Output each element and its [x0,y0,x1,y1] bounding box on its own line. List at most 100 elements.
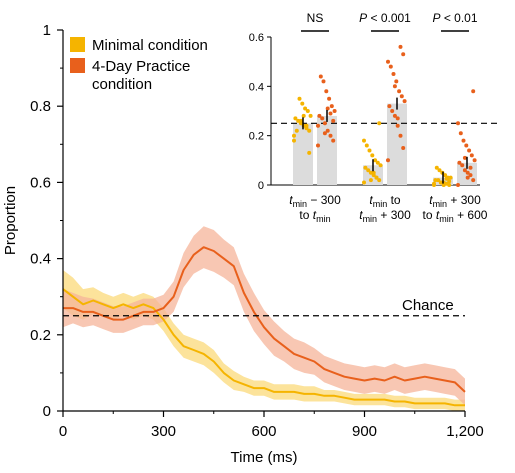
group-label-line1: tmin + 300 [429,193,481,209]
inset-point-minimal [362,138,366,143]
inset-point-practice [318,74,323,79]
group-label-t: t [289,193,293,207]
inset-point-minimal [298,118,303,123]
inset-point-practice [317,113,322,118]
group-label-sub: min [316,214,331,224]
y-axis-label: Proportion [2,186,19,255]
inset-point-practice [387,104,392,109]
inset-point-practice [456,183,460,187]
group-label-rest: + 600 [454,208,488,222]
inset-point-minimal [304,123,309,128]
group-label-pre: to [423,208,436,222]
group-label-line1: tmin − 300 [289,193,341,209]
inset-point-practice [329,104,334,109]
inset-point-minimal [374,175,379,180]
inset-point-minimal [308,113,313,118]
inset-point-minimal [377,121,382,126]
y-tick-label: 0.8 [30,98,51,115]
inset-point-practice [325,106,330,111]
inset-point-practice [331,138,336,143]
axes: 0 300 600 900 1,200 0 0.2 0.4 0.6 0.8 1 [30,22,484,440]
inset-point-practice [401,146,406,150]
inset-point-practice [390,109,395,113]
inset-bar-practice [317,115,337,185]
chance-label: Chance [402,297,454,314]
line-series-1 [63,246,466,393]
inset-point-practice [395,116,400,121]
inset-point-practice [392,84,397,89]
significance-p: P [432,11,440,25]
inset-point-minimal [375,160,380,165]
group-label-line1: tmin to [369,193,401,209]
inset-point-minimal [293,116,298,121]
inset-point-practice [462,155,467,160]
inset-point-practice [327,96,332,101]
inset-point-minimal [366,168,371,173]
inset-point-minimal [294,128,299,133]
inset-point-practice [397,89,402,94]
inset-point-minimal [303,106,308,111]
inset-point-practice [398,44,403,49]
inset-point-practice [468,165,473,170]
group-label-rest: − 300 [307,193,341,207]
group-label-line2: tmin + 300 [359,208,411,224]
legend-swatch-minimal [70,37,85,52]
y-tick-label: 1 [43,22,51,39]
inset-point-minimal [434,165,439,170]
inset-point-minimal [301,113,306,118]
inset-point-minimal [444,176,449,181]
inset-point-minimal [368,170,373,175]
inset-point-practice [320,116,325,121]
inset-y-tick-label: 0.6 [249,32,264,44]
inset-point-practice [398,133,403,138]
group-label-t: t [313,208,317,222]
inset-point-practice [458,131,463,136]
inset-point-minimal [443,173,448,178]
inset-point-practice [471,178,476,183]
legend-label-minimal: Minimal condition [92,37,208,54]
inset-point-minimal [447,179,452,184]
y-tick-label: 0.2 [30,327,51,344]
inset-point-practice [332,109,337,113]
inset-point-practice [392,113,397,118]
inset-point-practice [457,160,462,165]
inset-point-practice [324,89,329,94]
inset-point-minimal [448,175,453,180]
legend-label-practice: 4-Day Practice [92,58,190,75]
significance-p: P [359,11,367,25]
inset-point-minimal [367,148,372,153]
inset-point-practice [328,133,333,138]
inset-point-minimal [305,109,310,113]
group-label-sub: min [293,199,308,209]
inset-point-practice [322,131,327,136]
inset-point-minimal [300,101,305,106]
inset-point-practice [316,123,320,128]
series-lines [62,246,466,407]
inset-point-minimal [292,133,296,138]
y-tick-label: 0.6 [30,174,51,191]
inset-point-practice [464,143,469,148]
inset-point-minimal [433,178,438,183]
inset-point-minimal [297,96,302,101]
inset-point-practice [465,170,470,175]
inset-point-practice [469,153,474,158]
inset-point-minimal [373,158,378,163]
inset-point-minimal [438,180,443,185]
inset-point-practice [394,79,399,84]
inset-point-practice [456,121,460,126]
group-label-t: t [359,208,363,222]
inset-point-minimal [370,153,375,158]
group-label-t: t [429,193,433,207]
inset-point-minimal [371,170,376,175]
inset-point-minimal [441,183,446,187]
inset-y-tick-label: 0.4 [249,81,264,93]
legend-label-practice-cont: condition [92,76,152,93]
significance-value: < 0.001 [367,11,411,25]
legend-swatch-practice [70,58,85,73]
inset-y-tick-label: 0.2 [249,131,264,143]
significance-label: NS [307,11,324,25]
inset-point-practice [462,168,467,173]
group-label-sub: min [439,214,454,224]
